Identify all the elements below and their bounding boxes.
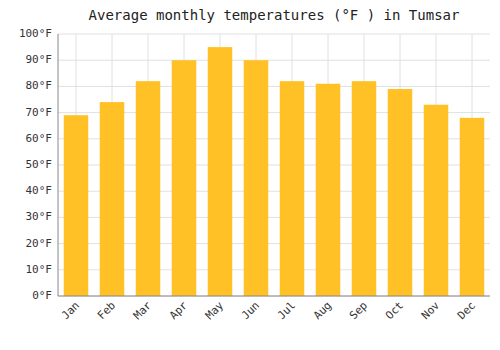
bar bbox=[172, 60, 196, 296]
y-tick-label: 80°F bbox=[26, 79, 53, 92]
y-grid-line bbox=[58, 34, 490, 35]
y-tick-label: 20°F bbox=[26, 237, 53, 250]
x-tick-label: Mar bbox=[131, 299, 155, 323]
chart-svg: 0°F 10°F 20°F 30°F 40°F 50°F 60°F 70°F 80°F 90°F 1… bbox=[0, 0, 500, 350]
bar bbox=[208, 47, 232, 296]
y-grid-line bbox=[58, 60, 490, 61]
bar bbox=[244, 60, 268, 296]
y-tick-label: 50°F bbox=[26, 158, 53, 171]
bars bbox=[64, 47, 484, 296]
y-tick-label: 30°F bbox=[26, 210, 53, 223]
chart-title: Average monthly temperatures (°F ) in Tu… bbox=[89, 7, 460, 23]
bar bbox=[64, 115, 88, 296]
y-grid-line bbox=[58, 86, 490, 87]
y-tick-label: 60°F bbox=[26, 132, 53, 145]
x-tick-label: Nov bbox=[419, 299, 443, 323]
x-tick-label: Dec bbox=[455, 299, 478, 322]
bar bbox=[136, 81, 160, 296]
x-tick-label: Sep bbox=[347, 299, 370, 322]
y-tick-label: 0°F bbox=[32, 289, 52, 302]
y-tick-label: 70°F bbox=[26, 106, 53, 119]
x-tick-label: May bbox=[203, 299, 227, 323]
x-tick-label: Jul bbox=[275, 299, 298, 322]
y-tick-label: 100°F bbox=[19, 27, 52, 40]
bar bbox=[280, 81, 304, 296]
y-axis: 0°F 10°F 20°F 30°F 40°F 50°F 60°F 70°F 80°F 90°F 1… bbox=[19, 27, 52, 302]
y-tick-label: 40°F bbox=[26, 184, 53, 197]
bar bbox=[460, 118, 484, 296]
bar bbox=[388, 89, 412, 296]
bar bbox=[100, 102, 124, 296]
x-tick-label: Jun bbox=[239, 299, 262, 322]
x-tick-label: Feb bbox=[95, 299, 118, 322]
bar bbox=[352, 81, 376, 296]
y-tick-label: 10°F bbox=[26, 263, 53, 276]
bar bbox=[424, 105, 448, 296]
y-tick-label: 90°F bbox=[26, 53, 53, 66]
chart-container: 0°F 10°F 20°F 30°F 40°F 50°F 60°F 70°F 80°F 90°F 1… bbox=[0, 0, 500, 350]
x-tick-label: Oct bbox=[383, 299, 406, 322]
x-tick-label: Jan bbox=[59, 299, 82, 322]
x-axis: Jan Feb Mar Apr May Jun Jul Aug Sep Oct Nov Dec bbox=[59, 299, 478, 323]
y-grid-line bbox=[58, 296, 490, 297]
bar bbox=[316, 84, 340, 296]
x-axis-line bbox=[58, 296, 490, 297]
grid bbox=[58, 34, 490, 296]
x-tick-label: Apr bbox=[167, 299, 191, 323]
x-tick-label: Aug bbox=[311, 299, 334, 322]
y-axis-line bbox=[58, 34, 59, 296]
